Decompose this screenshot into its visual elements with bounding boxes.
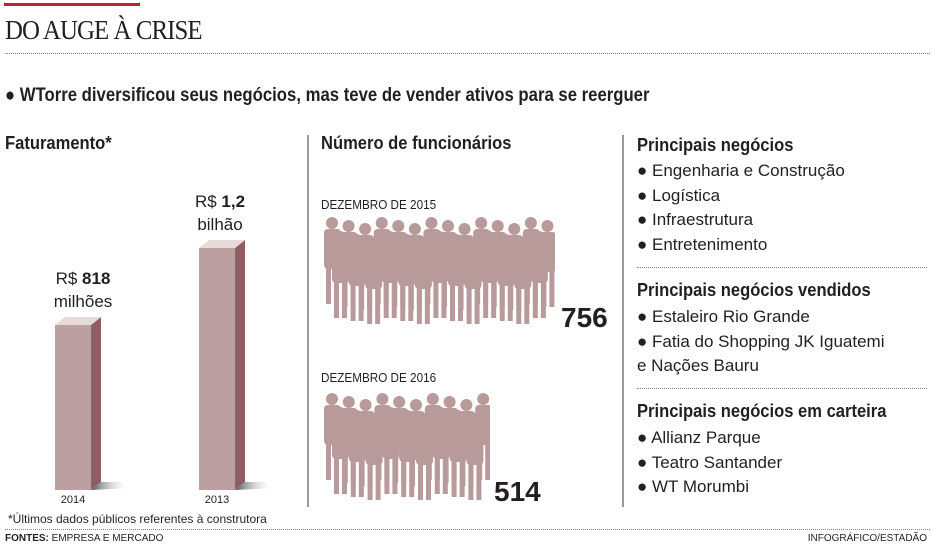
x-tick-2014: 2014: [60, 494, 86, 506]
divider: [637, 388, 927, 389]
bar-label-2014: R$ 818 milhões: [53, 269, 113, 312]
subtitle: ● WTorre diversificou seus negócios, mas…: [5, 85, 650, 106]
chart-title: Faturamento*: [5, 133, 112, 153]
person-icon: [399, 410, 417, 497]
footnote: *Últimos dados públicos referentes à con…: [8, 512, 267, 526]
person-icon: [348, 410, 366, 497]
bar-top: [55, 317, 101, 326]
bar-2014: [55, 325, 91, 490]
revenue-chart: [55, 240, 275, 490]
people-silhouettes-2015: [324, 217, 555, 324]
list-item: ● Teatro Santander: [637, 452, 783, 472]
person-icon: [449, 410, 467, 497]
list-item: ● Fatia do Shopping JK Iguatemi: [637, 331, 885, 351]
x-tick-2013: 2013: [204, 494, 230, 506]
bar-2013: [199, 248, 235, 490]
person-icon: [431, 231, 449, 318]
subtitle-text: WTorre diversificou seus negócios, mas t…: [19, 85, 650, 106]
column-divider: [622, 135, 624, 507]
column-divider: [307, 135, 309, 507]
bar-shadow: [235, 482, 275, 490]
group-label-2015: DEZEMBRO DE 2015: [321, 197, 437, 212]
section-title-sold: Principais negócios vendidos: [637, 280, 871, 300]
person-icon: [332, 231, 349, 318]
person-icon: [464, 237, 482, 324]
person-icon: [481, 231, 499, 318]
person-icon: [514, 237, 532, 324]
person-icon: [416, 413, 433, 500]
list-item: ● Estaleiro Rio Grande: [637, 307, 810, 326]
section-title-main: Principais negócios: [637, 135, 794, 155]
bar-side: [235, 240, 245, 490]
person-icon: [381, 231, 399, 318]
bar-top: [199, 240, 245, 248]
page-title: DO AUGE À CRISE: [5, 15, 203, 45]
person-icon: [332, 407, 349, 494]
value-2016: 514: [494, 476, 541, 507]
person-icon: [448, 234, 465, 321]
sources: FONTES: EMPRESA E MERCADO: [5, 533, 164, 544]
person-icon: [466, 413, 484, 500]
bar-shadow: [91, 482, 131, 490]
list-item: ● Logística: [637, 185, 721, 205]
list-item: ● Infraestrutura: [637, 210, 754, 229]
section-title-portfolio: Principais negócios em carteira: [637, 401, 887, 421]
bar-side: [91, 317, 101, 490]
person-icon: [398, 234, 416, 321]
employees-title: Número de funcionários: [321, 133, 512, 153]
person-icon: [382, 407, 400, 494]
group-label-2016: DEZEMBRO DE 2016: [321, 370, 437, 385]
list-item: ● Engenharia e Construção: [637, 161, 845, 180]
list-sold: ● Estaleiro Rio Grande ● Fatia do Shoppi…: [637, 305, 884, 379]
list-item: ● Allianz Parque: [637, 428, 761, 447]
credit: INFOGRÁFICO/ESTADÃO: [807, 533, 927, 544]
people-silhouettes-2016: [324, 393, 490, 500]
person-icon: [530, 231, 548, 318]
list-item: ● Entretenimento: [637, 234, 768, 254]
accent-line: [4, 3, 140, 6]
person-icon: [365, 237, 383, 324]
list-portfolio: ● Allianz Parque ● Teatro Santander ● WT…: [637, 426, 782, 500]
list-item: ● WT Morumbi: [637, 477, 749, 496]
divider: [5, 53, 930, 54]
footer-divider: [5, 529, 930, 530]
value-2015: 756: [561, 302, 608, 333]
person-icon: [348, 234, 366, 321]
list-item: e Nações Bauru: [637, 356, 759, 375]
list-main: ● Engenharia e Construção ● Logística ● …: [637, 159, 845, 257]
divider: [637, 267, 927, 268]
person-icon: [414, 237, 432, 324]
person-icon: [365, 413, 383, 500]
person-icon: [432, 407, 450, 494]
person-icon: [497, 234, 515, 321]
bar-label-2013: R$ 1,2 bilhão: [194, 192, 246, 234]
